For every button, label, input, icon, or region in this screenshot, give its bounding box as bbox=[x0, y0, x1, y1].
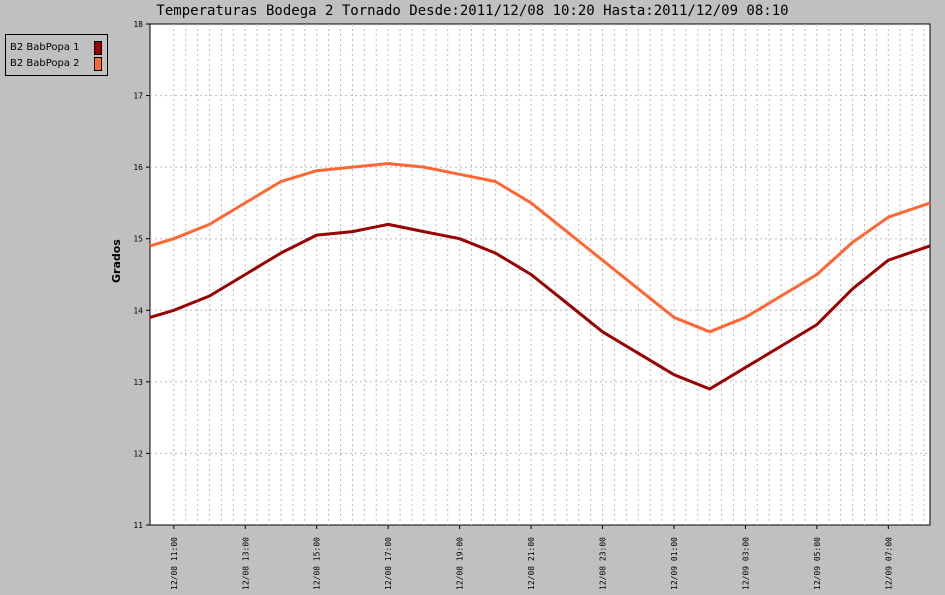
x-tick-label: 12/08 17:00 bbox=[384, 537, 393, 590]
y-tick-label: 16 bbox=[133, 163, 143, 172]
legend: B2 BabPopa 1 B2 BabPopa 2 bbox=[5, 34, 108, 76]
y-tick-label: 18 bbox=[133, 20, 143, 29]
series-line-1 bbox=[149, 222, 931, 391]
x-tick-label: 12/09 03:00 bbox=[741, 537, 750, 590]
y-tick-label: 11 bbox=[133, 521, 143, 530]
x-tick-label: 12/09 05:00 bbox=[813, 537, 822, 590]
series-line-2 bbox=[149, 162, 931, 334]
plot-area bbox=[149, 23, 931, 526]
x-tick-label: 12/08 21:00 bbox=[527, 537, 536, 590]
legend-label-series-2: B2 BabPopa 2 bbox=[10, 58, 80, 69]
y-tick-label: 13 bbox=[133, 378, 143, 387]
x-tick-label: 12/08 19:00 bbox=[456, 537, 465, 590]
x-tick-label: 12/08 23:00 bbox=[599, 537, 608, 590]
y-tick-label: 14 bbox=[133, 306, 143, 315]
x-tick-label: 12/08 15:00 bbox=[313, 537, 322, 590]
x-tick-label: 12/08 11:00 bbox=[170, 537, 179, 590]
x-tick-label: 12/09 01:00 bbox=[670, 537, 679, 590]
legend-label-series-1: B2 BabPopa 1 bbox=[10, 42, 80, 53]
chart-title: Temperaturas Bodega 2 Tornado Desde:2011… bbox=[156, 3, 789, 19]
y-tick-label: 12 bbox=[133, 449, 143, 458]
y-tick-label: 17 bbox=[133, 92, 143, 101]
y-tick-label: 15 bbox=[133, 235, 143, 244]
legend-swatch-series-1 bbox=[94, 41, 102, 55]
x-tick-label: 12/08 13:00 bbox=[241, 537, 250, 590]
legend-swatch-series-2 bbox=[94, 57, 102, 71]
x-tick-label: 12/09 07:00 bbox=[884, 537, 893, 590]
